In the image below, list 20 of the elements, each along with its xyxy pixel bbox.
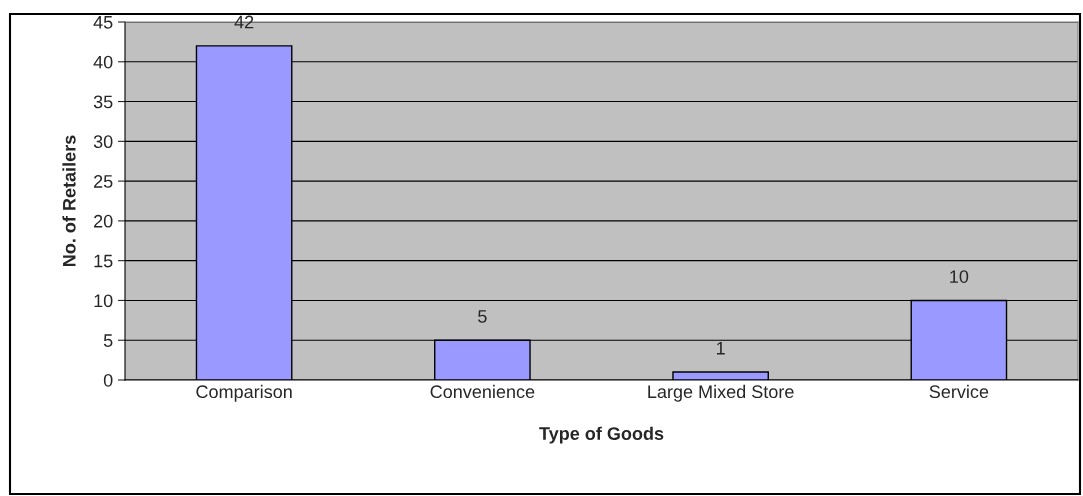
y-tick-label: 5 bbox=[103, 334, 113, 347]
y-axis-title: No. of Retailers bbox=[62, 135, 76, 267]
x-tick-label: Service bbox=[929, 384, 989, 399]
y-tick-label: 25 bbox=[94, 175, 113, 188]
y-tick-label: 30 bbox=[93, 135, 113, 149]
y-tick-label: 20 bbox=[94, 214, 113, 228]
x-tick-label: Comparison bbox=[196, 384, 292, 402]
x-axis-title: Type of Goods bbox=[539, 426, 664, 444]
y-tick-label: 15 bbox=[94, 254, 113, 268]
data-label: 42 bbox=[234, 15, 254, 29]
y-tick-label: 40 bbox=[93, 55, 113, 69]
data-label: 1 bbox=[716, 341, 725, 355]
y-tick-label: 35 bbox=[93, 95, 113, 109]
y-tick-label: 45 bbox=[93, 16, 113, 29]
x-tick-label: Large Mixed Store bbox=[648, 384, 794, 402]
x-tick-label: Convenience bbox=[430, 384, 535, 399]
y-tick-label: 10 bbox=[94, 294, 113, 308]
data-label: 5 bbox=[478, 310, 487, 323]
data-label: 10 bbox=[950, 270, 969, 283]
y-tick-label: 0 bbox=[103, 373, 113, 387]
